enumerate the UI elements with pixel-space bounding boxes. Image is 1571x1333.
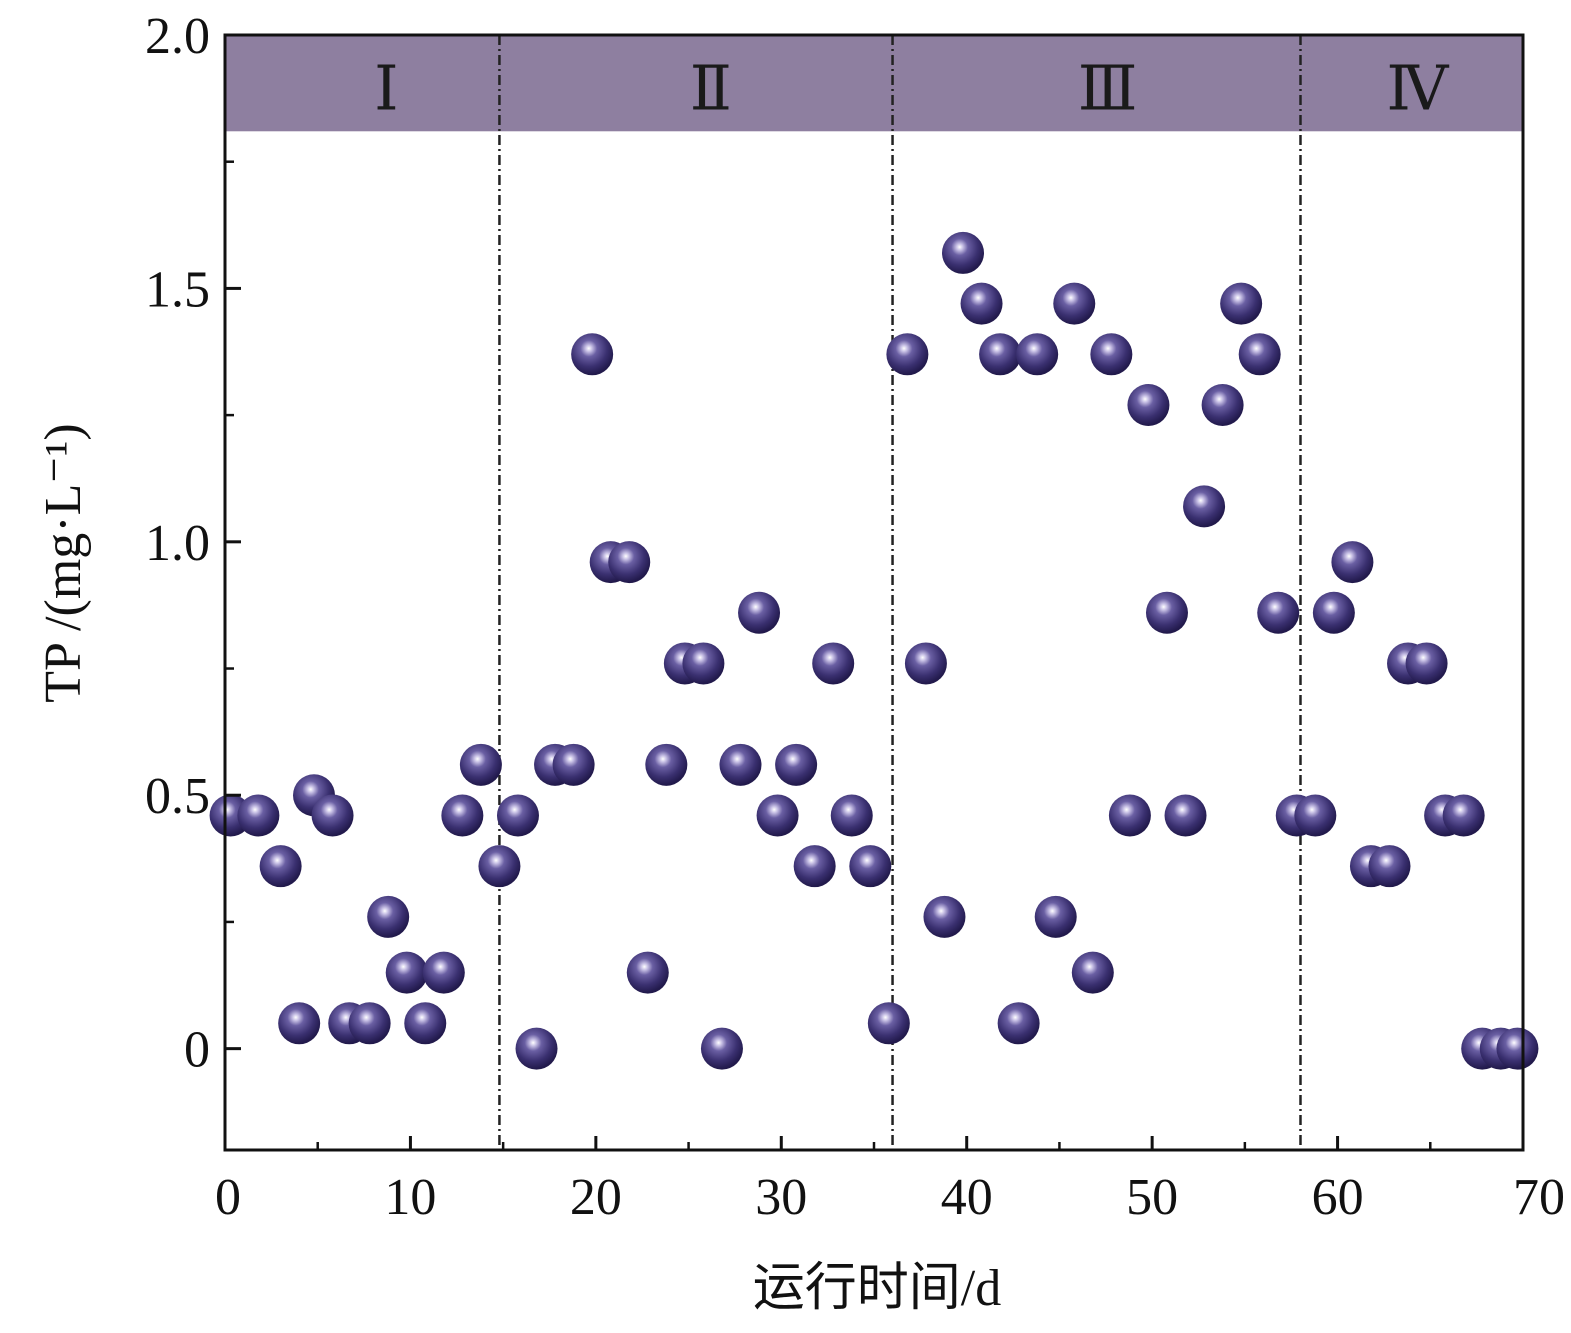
data-point: [1257, 591, 1300, 634]
data-point: [793, 845, 836, 888]
data-point: [1183, 485, 1226, 528]
data-point: [700, 1027, 743, 1070]
data-point: [1127, 383, 1170, 426]
data-point: [608, 541, 651, 584]
data-point: [1053, 282, 1096, 325]
data-point: [571, 333, 614, 376]
data-point: [348, 1002, 391, 1045]
x-tick-layer: 0 10 20 30 40 50 60 70: [215, 1136, 1565, 1226]
data-point: [904, 642, 947, 685]
data-point: [830, 794, 873, 837]
data-point: [719, 743, 762, 786]
data-point: [812, 642, 855, 685]
data-point: [367, 895, 410, 938]
data-point: [849, 845, 892, 888]
y-tick-label: 2.0: [145, 8, 210, 65]
data-point: [1090, 333, 1133, 376]
phase-label-2: Ⅱ: [690, 55, 732, 123]
data-point: [1164, 794, 1207, 837]
data-point: [259, 845, 302, 888]
data-point: [404, 1002, 447, 1045]
data-point: [960, 282, 1003, 325]
data-point: [1405, 642, 1448, 685]
x-tick-label: 20: [570, 1169, 622, 1226]
data-point: [278, 1002, 321, 1045]
data-point: [385, 951, 428, 994]
x-tick-label: 30: [755, 1169, 807, 1226]
x-tick-label: 10: [384, 1169, 436, 1226]
data-point: [997, 1002, 1040, 1045]
data-point: [1368, 845, 1411, 888]
y-tick-label: 0: [184, 1022, 210, 1079]
y-tick-label: 1.0: [145, 515, 210, 572]
data-point: [1294, 794, 1337, 837]
data-point: [682, 642, 725, 685]
data-point: [886, 333, 929, 376]
data-point: [459, 743, 502, 786]
data-point: [775, 743, 818, 786]
data-point: [1220, 282, 1263, 325]
data-point: [422, 951, 465, 994]
x-tick-label: 0: [215, 1169, 241, 1226]
y-axis-title: TP /(mg·L⁻¹): [35, 423, 92, 702]
data-point: [979, 333, 1022, 376]
data-point: [1016, 333, 1059, 376]
data-point: [237, 794, 280, 837]
phase-label-layer: Ⅰ Ⅱ Ⅲ Ⅳ: [374, 55, 1449, 123]
x-tick-label: 50: [1126, 1169, 1178, 1226]
data-point: [1496, 1027, 1539, 1070]
data-point: [1238, 333, 1281, 376]
phase-label-3: Ⅲ: [1078, 55, 1138, 123]
data-point: [1145, 591, 1188, 634]
phase-divider-layer: [498, 35, 1302, 1150]
phase-band: [225, 35, 1523, 132]
data-point: [1442, 794, 1485, 837]
data-point: [1312, 591, 1355, 634]
data-point: [923, 895, 966, 938]
y-tick-layer: 0 0.5 1.0 1.5 2.0: [145, 8, 241, 1079]
data-point: [1201, 383, 1244, 426]
data-point: [1331, 541, 1374, 584]
data-point: [311, 794, 354, 837]
phase-band-layer: [225, 35, 1523, 132]
y-tick-label: 0.5: [145, 768, 210, 825]
x-tick-label: 40: [941, 1169, 993, 1226]
y-tick-label: 1.5: [145, 261, 210, 318]
x-axis-title: 运行时间/d: [753, 1260, 1001, 1317]
data-point: [738, 591, 781, 634]
data-point: [441, 794, 484, 837]
data-point: [496, 794, 539, 837]
data-point: [1108, 794, 1151, 837]
phase-label-4: Ⅳ: [1386, 55, 1449, 123]
x-tick-label: 70: [1513, 1169, 1565, 1226]
data-point-layer: [209, 231, 1539, 1070]
data-point: [645, 743, 688, 786]
phase-label-1: Ⅰ: [374, 55, 399, 123]
data-point: [478, 845, 521, 888]
data-point: [626, 951, 669, 994]
data-point: [756, 794, 799, 837]
data-point: [552, 743, 595, 786]
data-point: [515, 1027, 558, 1070]
data-point: [867, 1002, 910, 1045]
data-point: [1071, 951, 1114, 994]
data-point: [942, 231, 985, 274]
data-point: [1034, 895, 1077, 938]
x-tick-label: 60: [1312, 1169, 1364, 1226]
